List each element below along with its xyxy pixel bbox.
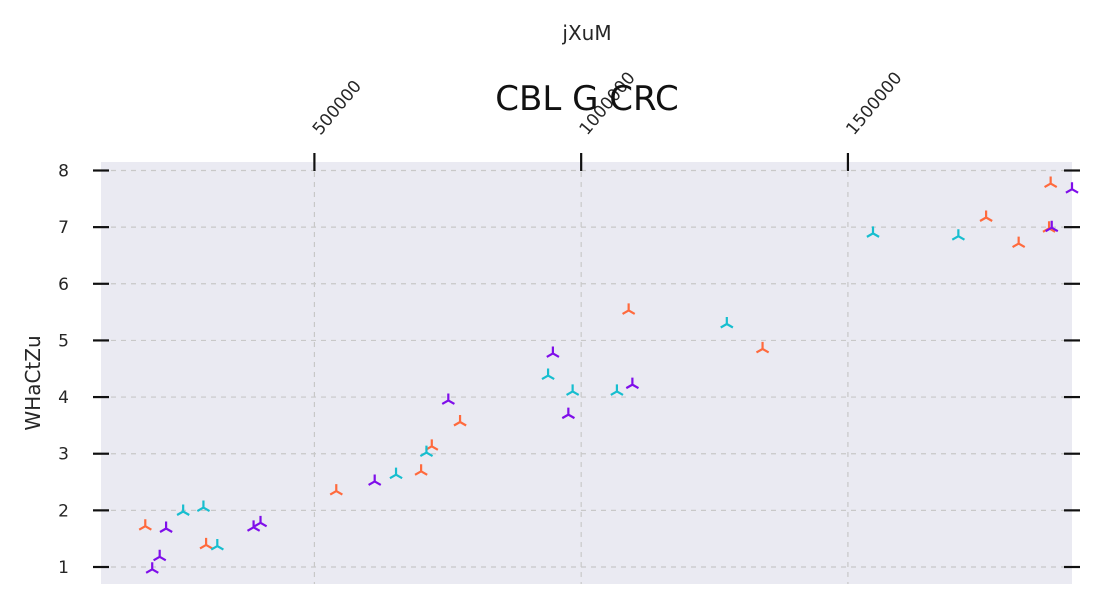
data-point bbox=[866, 226, 880, 238]
x-axis-label: jXuM bbox=[561, 21, 611, 45]
data-point bbox=[419, 445, 434, 458]
data-point bbox=[1065, 182, 1079, 194]
data-point bbox=[329, 484, 343, 496]
y-axis-label: WHaCtZu bbox=[21, 335, 45, 430]
data-point bbox=[414, 464, 428, 476]
y-tick-label: 6 bbox=[58, 275, 69, 295]
y-tick-label: 4 bbox=[58, 388, 69, 408]
data-point bbox=[145, 562, 159, 574]
data-point bbox=[253, 515, 268, 528]
data-point bbox=[368, 474, 382, 486]
data-point bbox=[1012, 236, 1026, 249]
data-point bbox=[755, 341, 770, 354]
data-point bbox=[720, 317, 734, 329]
data-point bbox=[1045, 220, 1059, 233]
chart-title: CBL G CRC bbox=[495, 79, 678, 119]
y-tick-label: 5 bbox=[58, 331, 69, 351]
data-point bbox=[561, 407, 575, 420]
data-point bbox=[951, 229, 965, 241]
x-tick-label: 1500000 bbox=[842, 68, 906, 139]
data-point bbox=[546, 346, 560, 358]
data-point bbox=[138, 519, 152, 531]
data-point bbox=[196, 500, 211, 512]
y-tick-label: 1 bbox=[58, 558, 69, 578]
y-tick-label: 8 bbox=[58, 161, 69, 181]
data-point bbox=[441, 393, 455, 405]
x-tick-label: 500000 bbox=[309, 77, 366, 140]
data-point bbox=[610, 384, 624, 396]
data-point bbox=[153, 549, 167, 562]
data-point bbox=[453, 414, 467, 427]
grid-lines bbox=[101, 162, 1072, 584]
axis-ticks bbox=[93, 153, 1080, 569]
plot-area bbox=[101, 162, 1072, 584]
data-point bbox=[176, 504, 190, 516]
data-point bbox=[159, 521, 173, 533]
y-tick-label: 3 bbox=[58, 445, 69, 465]
data-point bbox=[622, 303, 636, 315]
data-point bbox=[979, 210, 993, 222]
data-point bbox=[210, 539, 224, 551]
y-tick-label: 2 bbox=[58, 501, 69, 521]
data-point bbox=[389, 467, 403, 480]
y-tick-label: 7 bbox=[58, 218, 69, 238]
data-point bbox=[199, 537, 213, 550]
data-point bbox=[246, 520, 261, 532]
data-point bbox=[541, 368, 555, 381]
data-points bbox=[138, 176, 1079, 574]
data-point bbox=[625, 377, 640, 390]
data-point bbox=[1044, 176, 1058, 188]
data-point bbox=[565, 384, 580, 396]
